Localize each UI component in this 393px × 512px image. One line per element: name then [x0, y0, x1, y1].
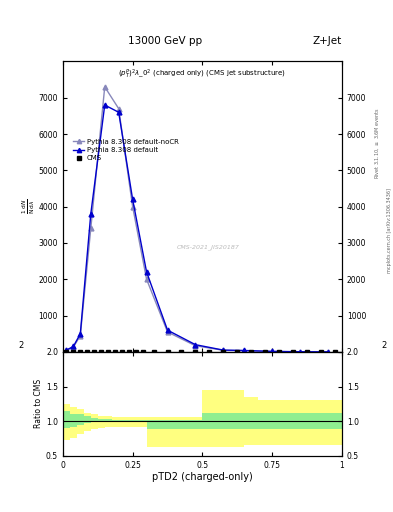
Pythia 8.308 default — [298, 349, 303, 355]
CMS — [99, 349, 104, 355]
Pythia 8.308 default-noCR — [242, 348, 247, 354]
X-axis label: pTD2 (charged-only): pTD2 (charged-only) — [152, 472, 253, 482]
CMS — [64, 349, 69, 355]
Pythia 8.308 default-noCR — [270, 349, 275, 355]
Y-axis label: Ratio to CMS: Ratio to CMS — [34, 379, 43, 429]
Pythia 8.308 default — [165, 327, 170, 333]
Pythia 8.308 default-noCR — [144, 276, 149, 283]
CMS — [106, 349, 110, 355]
Pythia 8.308 default — [116, 109, 121, 115]
Pythia 8.308 default-noCR — [71, 344, 76, 350]
Pythia 8.308 default-noCR — [116, 105, 121, 112]
Pythia 8.308 default — [130, 196, 135, 202]
Pythia 8.308 default-noCR — [165, 329, 170, 335]
CMS — [120, 349, 125, 355]
Text: Rivet 3.1.10, $\geq$ 3.6M events: Rivet 3.1.10, $\geq$ 3.6M events — [373, 108, 381, 179]
Pythia 8.308 default-noCR — [193, 343, 198, 349]
Pythia 8.308 default — [242, 348, 247, 354]
Pythia 8.308 default-noCR — [298, 349, 303, 355]
Pythia 8.308 default — [102, 102, 107, 108]
CMS — [179, 349, 184, 355]
Text: mcplots.cern.ch [arXiv:1306.3436]: mcplots.cern.ch [arXiv:1306.3436] — [387, 188, 391, 273]
Text: Z+Jet: Z+Jet — [313, 36, 342, 46]
Line: Pythia 8.308 default-noCR: Pythia 8.308 default-noCR — [64, 84, 331, 354]
CMS — [291, 349, 296, 355]
CMS — [207, 349, 212, 355]
CMS — [85, 349, 90, 355]
CMS — [134, 349, 138, 355]
Text: 13000 GeV pp: 13000 GeV pp — [128, 36, 202, 46]
Pythia 8.308 default-noCR — [326, 349, 331, 355]
CMS — [127, 349, 132, 355]
CMS — [263, 349, 268, 355]
Line: CMS: CMS — [64, 350, 337, 354]
CMS — [193, 349, 198, 355]
CMS — [151, 349, 156, 355]
Text: CMS-2021_JIS20187: CMS-2021_JIS20187 — [176, 245, 239, 250]
CMS — [249, 349, 253, 355]
Pythia 8.308 default — [144, 269, 149, 275]
CMS — [113, 349, 118, 355]
Pythia 8.308 default — [64, 347, 69, 353]
Pythia 8.308 default-noCR — [130, 204, 135, 210]
Pythia 8.308 default-noCR — [102, 84, 107, 90]
Text: $(p_T^P)^2\lambda\_0^2$ (charged only) (CMS jet substructure): $(p_T^P)^2\lambda\_0^2$ (charged only) (… — [118, 67, 286, 80]
Pythia 8.308 default — [326, 349, 331, 355]
CMS — [92, 349, 97, 355]
CMS — [165, 349, 170, 355]
CMS — [71, 349, 76, 355]
Pythia 8.308 default — [270, 348, 275, 354]
Pythia 8.308 default — [71, 344, 76, 350]
Pythia 8.308 default — [78, 331, 83, 337]
CMS — [277, 349, 281, 355]
CMS — [78, 349, 83, 355]
Y-axis label: $\frac{1}{\mathrm{N}}\frac{\mathrm{d}N}{\mathrm{d}\lambda}$: $\frac{1}{\mathrm{N}}\frac{\mathrm{d}N}{… — [21, 199, 37, 215]
Pythia 8.308 default-noCR — [221, 347, 226, 353]
Pythia 8.308 default — [221, 347, 226, 353]
CMS — [221, 349, 226, 355]
Line: Pythia 8.308 default: Pythia 8.308 default — [64, 102, 331, 354]
Pythia 8.308 default-noCR — [88, 225, 93, 231]
Text: 2: 2 — [18, 341, 24, 350]
Pythia 8.308 default — [88, 211, 93, 217]
Text: 2: 2 — [381, 341, 387, 350]
CMS — [141, 349, 145, 355]
CMS — [235, 349, 240, 355]
Legend: Pythia 8.308 default-noCR, Pythia 8.308 default, CMS: Pythia 8.308 default-noCR, Pythia 8.308 … — [72, 138, 180, 162]
Pythia 8.308 default — [193, 342, 198, 348]
CMS — [319, 349, 323, 355]
CMS — [332, 349, 337, 355]
CMS — [305, 349, 309, 355]
Pythia 8.308 default-noCR — [78, 332, 83, 338]
Pythia 8.308 default-noCR — [64, 347, 69, 353]
